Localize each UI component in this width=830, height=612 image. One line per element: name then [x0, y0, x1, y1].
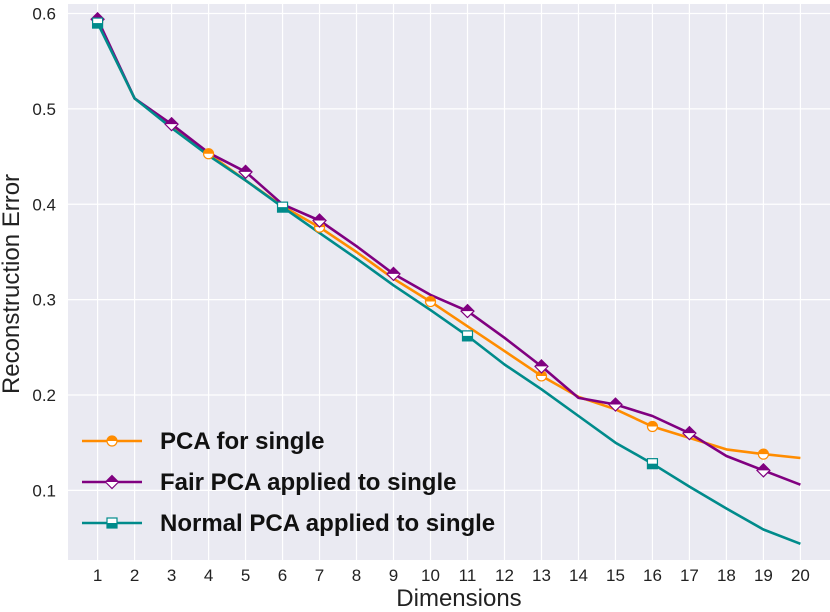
x-tick-label: 3: [167, 566, 176, 585]
data-point-fill: [756, 463, 770, 471]
data-point-fill: [387, 267, 401, 274]
x-tick-label: 20: [791, 566, 810, 585]
x-tick-label: 1: [93, 566, 102, 585]
y-tick-label: 0.4: [32, 195, 56, 214]
data-point-fill: [534, 359, 548, 367]
x-tick-label: 4: [204, 566, 213, 585]
x-tick-label: 7: [315, 566, 324, 585]
x-tick-label: 14: [569, 566, 588, 585]
plot-area: [68, 4, 830, 560]
series-lines: [96, 18, 801, 546]
series-markers: [90, 11, 771, 478]
x-tick-label: 12: [495, 566, 514, 585]
y-axis-ticks: 0.1 0.2 0.3 0.4 0.5 0.6: [32, 5, 56, 501]
x-axis-title: Dimensions: [396, 585, 521, 612]
grid: [68, 4, 830, 560]
x-tick-label: 17: [680, 566, 699, 585]
data-point-fill: [92, 23, 103, 29]
legend-marker-fill: [107, 523, 117, 528]
data-point-fill: [203, 148, 214, 154]
data-point-fill: [277, 207, 288, 213]
data-point-fill: [460, 304, 474, 312]
y-tick-label: 0.2: [32, 386, 56, 405]
x-tick-label: 11: [459, 566, 477, 585]
data-point-fill: [647, 421, 658, 427]
x-tick-label: 16: [643, 566, 662, 585]
legend-marker-fill: [107, 436, 117, 441]
x-tick-label: 15: [606, 566, 625, 585]
legend-label: PCA for single: [160, 428, 324, 455]
data-point-fill: [425, 296, 436, 302]
series-markers-3: [91, 17, 659, 470]
x-tick-label: 13: [532, 566, 551, 585]
legend-item-2: Fair PCA applied to single: [82, 469, 456, 496]
x-tick-label: 9: [389, 566, 398, 585]
data-point-fill: [462, 335, 473, 341]
x-tick-label: 19: [754, 566, 773, 585]
legend-item-3: Normal PCA applied to single: [82, 510, 495, 537]
series-line-3: [96, 22, 801, 546]
x-tick-label: 5: [241, 566, 250, 585]
x-tick-label: 6: [278, 566, 287, 585]
x-tick-label: 18: [717, 566, 736, 585]
y-tick-label: 0.6: [32, 5, 56, 24]
y-tick-label: 0.3: [32, 291, 56, 310]
legend: PCA for single Fair PCA applied to single…: [82, 428, 495, 537]
x-axis-ticks: 1 2 3 4 5 6 7 8 9 10 11 12 13 14 15 16 17 18 19 20: [93, 566, 810, 585]
data-point-fill: [165, 117, 179, 125]
y-tick-label: 0.5: [32, 100, 56, 119]
data-point-fill: [758, 449, 769, 455]
x-tick-label: 10: [421, 566, 440, 585]
x-tick-label: 8: [352, 566, 361, 585]
data-point-fill: [682, 426, 696, 434]
data-point-fill: [647, 463, 658, 469]
legend-marker-fill: [105, 475, 119, 482]
x-tick-label: 2: [130, 566, 139, 585]
data-point-fill: [608, 398, 622, 405]
legend-label: Fair PCA applied to single: [160, 469, 456, 496]
y-axis-title: Reconstruction Error: [0, 174, 25, 394]
data-point-fill: [313, 213, 327, 221]
series-line-1: [96, 21, 801, 460]
legend-label: Normal PCA applied to single: [160, 510, 495, 537]
series-line-2: [96, 18, 801, 486]
y-tick-label: 0.1: [32, 481, 56, 500]
data-point-fill: [239, 165, 253, 172]
legend-item-1: PCA for single: [82, 428, 324, 455]
